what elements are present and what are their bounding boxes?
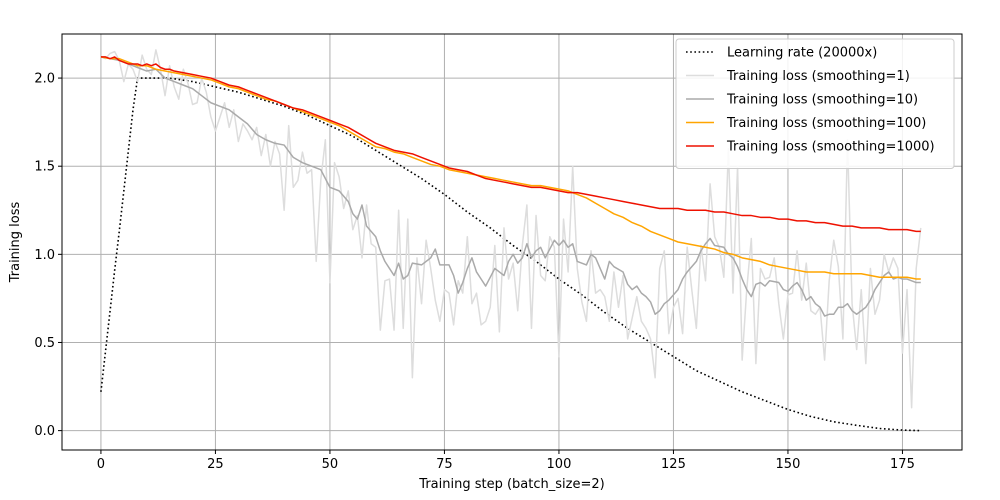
x-axis-ticks: 0 25 50 75 100 125 150 175 [97, 450, 915, 472]
legend-label: Learning rate (20000x) [727, 46, 877, 61]
y-tick-label: 0.0 [34, 424, 55, 439]
y-axis-label: Training loss [8, 202, 23, 284]
x-tick-label: 150 [776, 457, 801, 472]
series-line-training-loss-smoothing-1000 [100, 56, 921, 233]
series-line-training-loss-smoothing-100 [100, 56, 921, 280]
x-tick-label: 75 [436, 457, 453, 472]
y-tick-label: 1.5 [34, 160, 55, 175]
x-tick-label: 50 [322, 457, 339, 472]
y-tick-label: 1.0 [34, 248, 55, 263]
series-layer [100, 49, 922, 432]
y-tick-label: 0.5 [34, 336, 55, 351]
x-tick-label: 100 [547, 457, 572, 472]
series-line-training-loss-smoothing-1 [100, 49, 922, 409]
legend-label: Training loss (smoothing=100) [726, 116, 926, 131]
y-tick-label: 2.0 [34, 72, 55, 87]
legend-label: Training loss (smoothing=1000) [726, 140, 935, 155]
x-tick-label: 175 [890, 457, 915, 472]
x-tick-label: 0 [97, 457, 105, 472]
plot-frame [61, 33, 963, 451]
x-tick-label: 25 [207, 457, 224, 472]
y-axis-ticks: 0.0 0.5 1.0 1.5 2.0 [34, 72, 62, 439]
x-axis-label: Training step (batch_size=2) [418, 477, 604, 492]
legend-label: Training loss (smoothing=1) [726, 69, 910, 84]
legend: Learning rate (20000x) Training loss (smo… [675, 38, 955, 169]
series-line-training-loss-smoothing-10 [100, 56, 921, 317]
x-tick-label: 125 [661, 457, 686, 472]
series-line-learning-rate-20000x [100, 77, 921, 432]
legend-box [675, 38, 955, 169]
legend-label: Training loss (smoothing=10) [726, 93, 918, 108]
